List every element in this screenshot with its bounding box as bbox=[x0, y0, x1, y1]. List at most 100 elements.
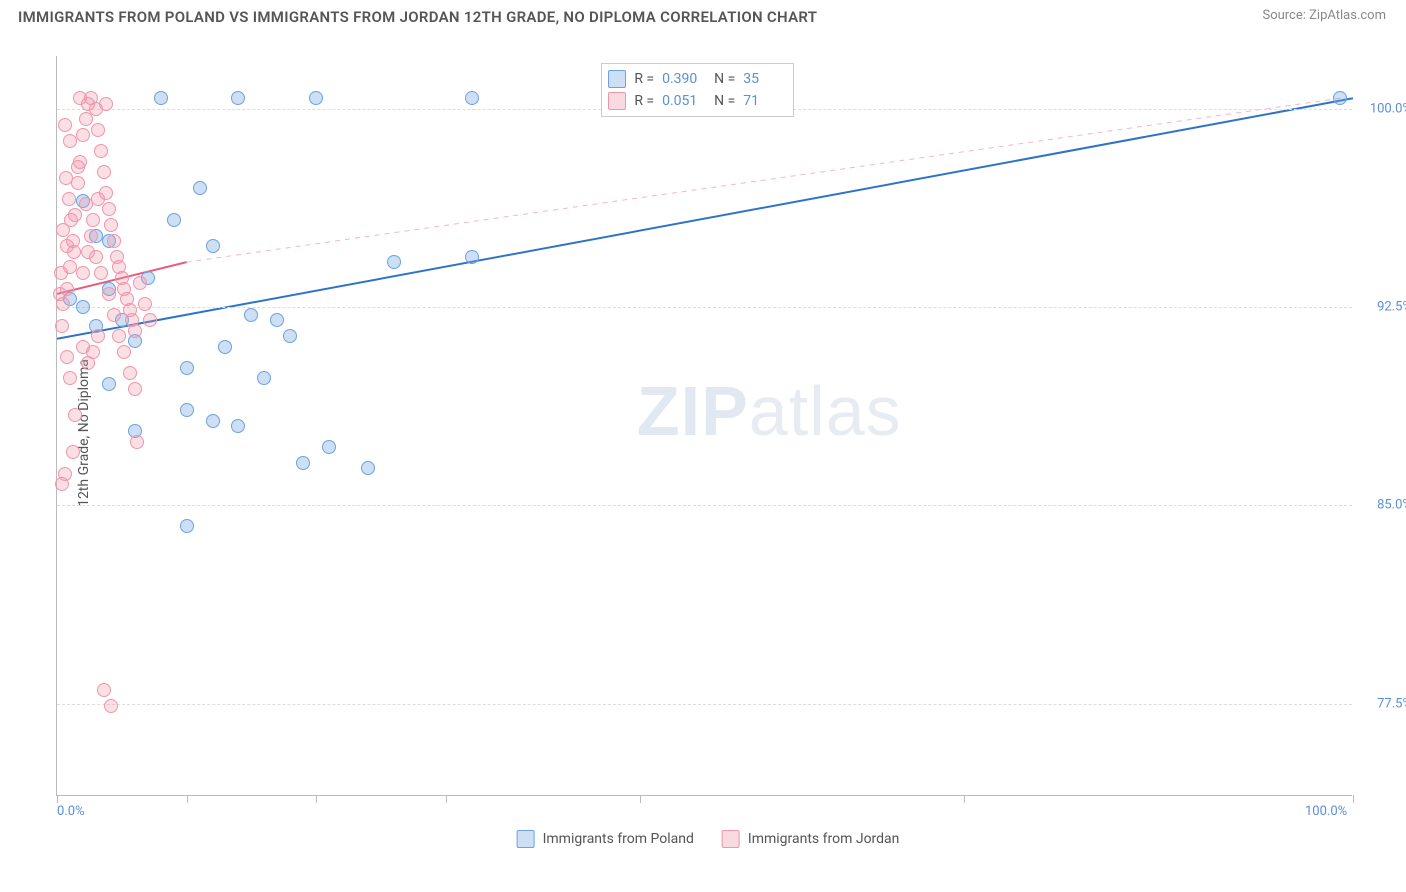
point-jordan bbox=[117, 345, 131, 359]
plot-area: ZIPatlas 77.5%85.0%92.5%100.0%0.0%100.0%… bbox=[56, 56, 1352, 796]
point-jordan bbox=[138, 297, 152, 311]
point-jordan bbox=[66, 445, 80, 459]
legend-label-jordan: Immigrants from Jordan bbox=[748, 831, 900, 847]
point-poland bbox=[322, 440, 336, 454]
legend-item-poland: Immigrants from Poland bbox=[517, 830, 694, 848]
legend-item-jordan: Immigrants from Jordan bbox=[722, 830, 900, 848]
point-poland bbox=[154, 91, 168, 105]
x-tick bbox=[964, 795, 965, 803]
point-jordan bbox=[102, 287, 116, 301]
point-poland bbox=[231, 419, 245, 433]
point-poland bbox=[465, 250, 479, 264]
point-jordan bbox=[71, 160, 85, 174]
y-tick-label: 77.5% bbox=[1356, 696, 1406, 711]
gridline-h bbox=[57, 505, 1352, 506]
point-jordan bbox=[112, 329, 126, 343]
stats-n-label: N = bbox=[714, 71, 735, 87]
point-jordan bbox=[56, 223, 70, 237]
stats-r-value: 0.390 bbox=[662, 71, 706, 87]
legend-swatch-pink bbox=[722, 830, 740, 848]
point-jordan bbox=[54, 266, 68, 280]
point-jordan bbox=[104, 218, 118, 232]
point-poland bbox=[361, 461, 375, 475]
point-poland bbox=[296, 456, 310, 470]
point-jordan bbox=[99, 97, 113, 111]
point-poland bbox=[180, 361, 194, 375]
x-tick-label: 100.0% bbox=[1305, 804, 1347, 819]
point-jordan bbox=[79, 112, 93, 126]
x-tick bbox=[640, 795, 641, 803]
watermark: ZIPatlas bbox=[637, 371, 902, 451]
point-poland bbox=[1333, 91, 1347, 105]
point-jordan bbox=[55, 477, 69, 491]
stats-n-label: N = bbox=[714, 93, 735, 109]
point-poland bbox=[167, 213, 181, 227]
point-jordan bbox=[63, 134, 77, 148]
chart-title: IMMIGRANTS FROM POLAND VS IMMIGRANTS FRO… bbox=[18, 8, 817, 26]
point-jordan bbox=[107, 234, 121, 248]
x-tick bbox=[316, 795, 317, 803]
stats-n-value: 71 bbox=[743, 93, 787, 109]
point-jordan bbox=[53, 287, 67, 301]
point-poland bbox=[180, 519, 194, 533]
stats-r-label: R = bbox=[634, 93, 654, 109]
point-poland bbox=[283, 329, 297, 343]
point-jordan bbox=[91, 192, 105, 206]
header: IMMIGRANTS FROM POLAND VS IMMIGRANTS FRO… bbox=[0, 0, 1406, 26]
point-poland bbox=[231, 91, 245, 105]
point-poland bbox=[206, 414, 220, 428]
point-jordan bbox=[86, 345, 100, 359]
trend-lines bbox=[57, 56, 1353, 796]
point-jordan bbox=[73, 91, 87, 105]
point-jordan bbox=[79, 197, 93, 211]
point-poland bbox=[270, 313, 284, 327]
point-jordan bbox=[62, 192, 76, 206]
point-poland bbox=[206, 239, 220, 253]
legend-swatch-blue bbox=[517, 830, 535, 848]
point-poland bbox=[76, 300, 90, 314]
stats-row: R = 0.051 N = 71 bbox=[608, 90, 787, 112]
point-jordan bbox=[102, 202, 116, 216]
point-jordan bbox=[81, 245, 95, 259]
point-jordan bbox=[94, 144, 108, 158]
y-tick-label: 100.0% bbox=[1356, 101, 1406, 116]
point-jordan bbox=[97, 683, 111, 697]
point-jordan bbox=[59, 171, 73, 185]
point-poland bbox=[102, 377, 116, 391]
point-poland bbox=[244, 308, 258, 322]
point-jordan bbox=[63, 371, 77, 385]
point-jordan bbox=[97, 165, 111, 179]
x-tick-label: 0.0% bbox=[57, 804, 85, 819]
source-label: Source: ZipAtlas.com bbox=[1262, 8, 1386, 26]
point-jordan bbox=[55, 319, 69, 333]
point-poland bbox=[218, 340, 232, 354]
point-jordan bbox=[60, 350, 74, 364]
point-jordan bbox=[91, 329, 105, 343]
point-jordan bbox=[107, 308, 121, 322]
point-poland bbox=[465, 91, 479, 105]
point-jordan bbox=[143, 313, 157, 327]
point-jordan bbox=[128, 324, 142, 338]
x-tick bbox=[57, 795, 58, 803]
watermark-bold: ZIP bbox=[637, 372, 749, 450]
x-tick bbox=[1353, 795, 1354, 803]
point-poland bbox=[180, 403, 194, 417]
x-tick bbox=[187, 795, 188, 803]
point-jordan bbox=[86, 213, 100, 227]
chart-container: 12th Grade, No Diploma ZIPatlas 77.5%85.… bbox=[48, 48, 1368, 818]
x-tick bbox=[446, 795, 447, 803]
point-jordan bbox=[91, 123, 105, 137]
stats-r-value: 0.051 bbox=[662, 93, 706, 109]
point-poland bbox=[193, 181, 207, 195]
stats-n-value: 35 bbox=[743, 71, 787, 87]
point-poland bbox=[309, 91, 323, 105]
stats-row: R =0.390N =35 bbox=[608, 68, 787, 90]
watermark-light: atlas bbox=[749, 372, 902, 450]
point-jordan bbox=[123, 366, 137, 380]
point-jordan bbox=[130, 435, 144, 449]
point-jordan bbox=[133, 276, 147, 290]
point-jordan bbox=[60, 239, 74, 253]
stats-box: R = 0.390 N = 35 R = 0.051 N = 71 bbox=[601, 63, 794, 117]
point-jordan bbox=[104, 699, 118, 713]
gridline-h bbox=[57, 704, 1352, 705]
